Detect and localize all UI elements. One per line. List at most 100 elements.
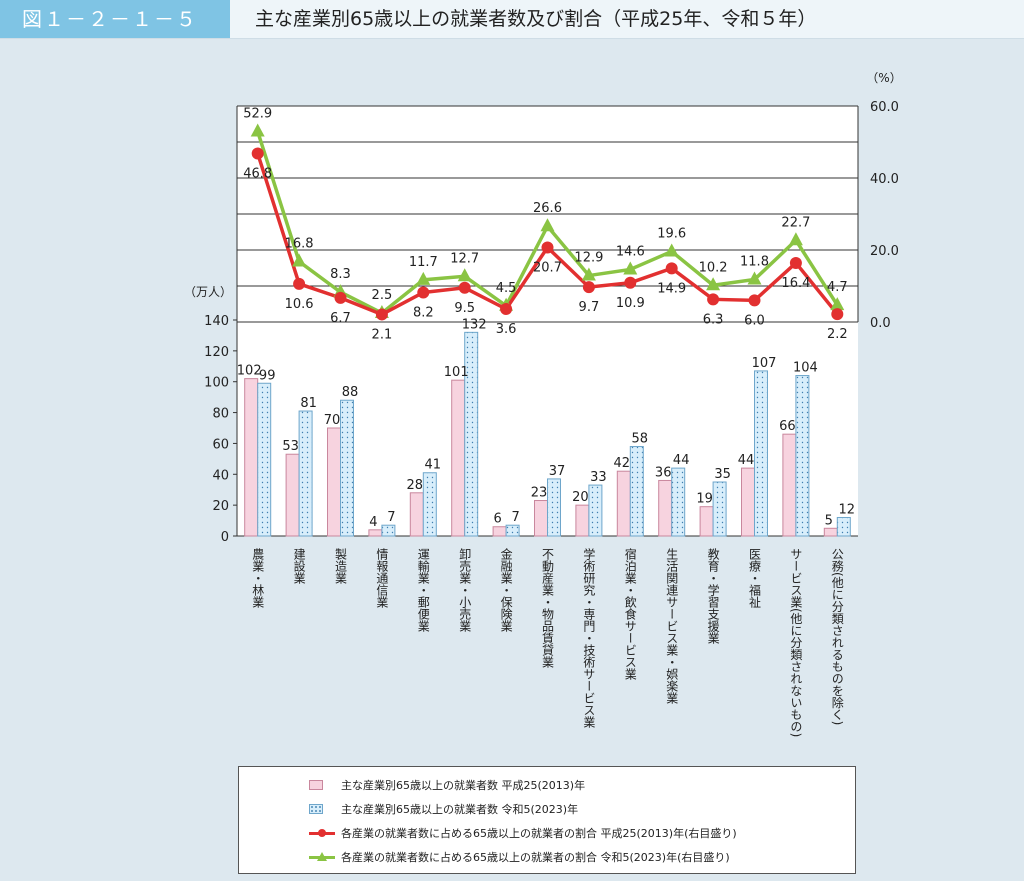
bar-2023-data-label: 33 bbox=[590, 470, 607, 485]
left-axis-tick-label: 80 bbox=[212, 407, 229, 422]
line-2013-data-label: 20.7 bbox=[533, 260, 562, 275]
legend-label: 主な産業別65歳以上の就業者数 平成25(2013)年 bbox=[341, 779, 586, 792]
bar-2023-data-label: 41 bbox=[425, 458, 442, 473]
legend-item-line-2023: 各産業の就業者数に占める65歳以上の就業者の割合 令和5(2023)年(右目盛り… bbox=[309, 845, 855, 869]
dotted-blue-bar-swatch-icon bbox=[309, 804, 323, 814]
line-2013-data-label: 6.3 bbox=[703, 312, 724, 327]
legend-item-line-2013: 各産業の就業者数に占める65歳以上の就業者の割合 平成25(2013)年(右目盛… bbox=[309, 821, 855, 845]
category-label: サービス業(他に分類されないもの) bbox=[789, 548, 803, 737]
line-2023-data-label: 4.5 bbox=[496, 281, 517, 296]
chart-canvas: 0.0 20.0 40.0 60.0 （%） 0 20 40 60 80 100 120 140 （万人）… bbox=[184, 71, 902, 737]
bar-2023 bbox=[340, 399, 354, 537]
line-2023-data-label: 12.9 bbox=[574, 251, 603, 266]
bar-2023-data-label: 44 bbox=[673, 453, 690, 468]
bar-2013-data-label: 23 bbox=[531, 486, 548, 501]
bar-2023 bbox=[298, 410, 313, 537]
figure-title: 主な産業別65歳以上の就業者数及び割合（平成25年、令和５年） bbox=[255, 8, 817, 30]
line-2013-marker bbox=[458, 281, 471, 294]
bar-2013-data-label: 19 bbox=[696, 492, 713, 507]
line-2023-data-label: 52.9 bbox=[243, 107, 272, 122]
bar-2013-data-label: 101 bbox=[444, 365, 469, 380]
line-2023-data-label: 19.6 bbox=[657, 226, 686, 241]
line-2013-marker bbox=[748, 294, 761, 307]
bar-2013 bbox=[492, 526, 507, 537]
bar-2023-data-label: 12 bbox=[839, 502, 856, 517]
legend-label: 各産業の就業者数に占める65歳以上の就業者の割合 平成25(2013)年(右目盛… bbox=[341, 827, 737, 840]
legend-item-bar-2013: 主な産業別65歳以上の就業者数 平成25(2013)年 bbox=[309, 773, 855, 797]
bar-2023-data-label: 104 bbox=[793, 361, 818, 376]
line-2023-marker bbox=[747, 271, 762, 285]
left-axis-tick-label: 60 bbox=[212, 437, 229, 452]
line-2013-marker bbox=[334, 291, 347, 304]
green-triangle-line-swatch-icon bbox=[309, 851, 335, 863]
bar-2013-data-label: 28 bbox=[407, 478, 424, 493]
legend-item-bar-2023: 主な産業別65歳以上の就業者数 令和5(2023)年 bbox=[309, 797, 855, 821]
line-2023-data-label: 10.2 bbox=[699, 260, 728, 275]
line-2023-marker bbox=[788, 232, 803, 246]
category-label: 農業・林業 bbox=[251, 548, 265, 608]
bar-2013-data-label: 102 bbox=[237, 364, 262, 379]
bar-2023-data-label: 7 bbox=[511, 510, 519, 525]
line-2013-marker bbox=[251, 147, 264, 160]
line-2013-data-label: 16.4 bbox=[781, 276, 810, 291]
bar-2023 bbox=[712, 481, 727, 537]
category-label: 建設業 bbox=[292, 548, 306, 584]
chart-legend: 主な産業別65歳以上の就業者数 平成25(2013)年 主な産業別65歳以上の就… bbox=[238, 766, 856, 874]
category-label: 不動産業・物品賃貸業 bbox=[541, 548, 555, 668]
line-2023-marker bbox=[706, 277, 721, 291]
bar-2023 bbox=[547, 478, 561, 537]
line-2013-data-label: 14.9 bbox=[657, 281, 686, 296]
line-2023-data-label: 16.8 bbox=[285, 237, 314, 252]
bar-2013-data-label: 44 bbox=[738, 453, 755, 468]
bar-2023 bbox=[795, 375, 810, 537]
bar-2013 bbox=[658, 479, 673, 537]
bar-2013 bbox=[285, 453, 300, 537]
bar-2023 bbox=[588, 484, 603, 537]
line-2013-marker bbox=[831, 308, 844, 321]
legend-label: 主な産業別65歳以上の就業者数 令和5(2023)年 bbox=[341, 803, 579, 816]
pink-bar-swatch-icon bbox=[309, 780, 323, 790]
category-label: 生活関連サービス業・娯楽業 bbox=[665, 548, 679, 704]
bar-2023-data-label: 88 bbox=[342, 385, 359, 400]
line-2023-data-label: 26.6 bbox=[533, 201, 562, 216]
bar-2013 bbox=[823, 527, 838, 537]
line-2023-marker bbox=[664, 243, 679, 257]
line-2023-data-label: 11.7 bbox=[409, 255, 438, 270]
category-label: 卸売業・小売業 bbox=[458, 547, 472, 632]
bar-2023-data-label: 132 bbox=[462, 317, 487, 332]
bar-2013 bbox=[327, 427, 341, 537]
line-2023-data-label: 4.7 bbox=[827, 280, 848, 295]
bar-2013 bbox=[451, 379, 466, 537]
right-axis-unit: （%） bbox=[866, 71, 901, 85]
bar-2023 bbox=[754, 370, 768, 537]
bar-2023 bbox=[836, 516, 851, 537]
line-2023-marker bbox=[457, 268, 472, 282]
bar-2023 bbox=[629, 446, 644, 537]
bar-2023 bbox=[381, 524, 396, 537]
line-2013-marker bbox=[624, 276, 637, 289]
line-2023-marker bbox=[416, 271, 431, 285]
bar-2013 bbox=[244, 378, 259, 537]
line-2013-data-label: 9.5 bbox=[454, 301, 475, 316]
bar-2013-data-label: 20 bbox=[572, 490, 589, 505]
right-axis-tick-label: 20.0 bbox=[870, 244, 899, 259]
line-2013-marker bbox=[665, 262, 678, 275]
bar-2013-data-label: 4 bbox=[369, 515, 377, 530]
bar-2023-data-label: 81 bbox=[300, 396, 317, 411]
bar-2013 bbox=[782, 433, 797, 537]
right-axis-tick-label: 60.0 bbox=[870, 100, 899, 115]
bar-2023-data-label: 7 bbox=[387, 510, 395, 525]
line-2023-marker bbox=[250, 123, 265, 137]
line-2013-marker bbox=[789, 256, 802, 269]
line-2013-data-label: 10.6 bbox=[285, 297, 314, 312]
bar-2023 bbox=[464, 331, 479, 537]
right-axis-tick-label: 40.0 bbox=[870, 172, 899, 187]
line-2013-data-label: 9.7 bbox=[579, 300, 600, 315]
line-2023-marker bbox=[830, 297, 845, 311]
line-2013-data-label: 8.2 bbox=[413, 305, 434, 320]
bar-2023 bbox=[505, 524, 520, 537]
bar-2013 bbox=[741, 467, 755, 537]
line-2013-marker bbox=[417, 286, 430, 299]
line-2023-marker bbox=[581, 267, 596, 281]
line-2013-data-label: 6.0 bbox=[744, 313, 765, 328]
